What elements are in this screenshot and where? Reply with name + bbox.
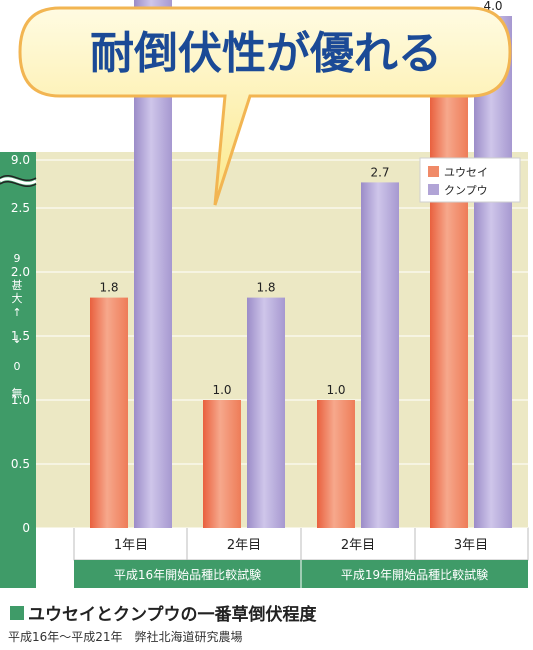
bars — [90, 0, 512, 529]
bar-2 — [474, 16, 512, 528]
bar-2 — [247, 297, 285, 528]
title-bubble: 耐倒伏性が優れる — [18, 6, 512, 206]
bar-1 — [203, 400, 241, 528]
legend-swatch-2 — [428, 184, 439, 195]
bubble-shape — [18, 6, 512, 206]
legend-swatch-1 — [428, 166, 439, 177]
axis-break-white — [0, 177, 37, 185]
y-axis-label-glyph: 0 — [14, 360, 21, 373]
footer-title: ユウセイとクンプウの一番草倒伏程度 — [10, 600, 317, 625]
category-label: 1年目 — [114, 538, 148, 553]
data-label: 1.8 — [256, 281, 275, 295]
data-label: 2.7 — [370, 165, 389, 179]
footer-square-icon — [10, 605, 24, 620]
footer-title-text: ユウセイとクンプウの一番草倒伏程度 — [28, 605, 317, 625]
y-axis-band — [0, 152, 36, 588]
y-tick-label: 0.5 — [11, 457, 30, 471]
legend-label-1: ユウセイ — [444, 166, 488, 179]
y-tick-label: 1.0 — [11, 393, 30, 407]
y-tick-label: 2.0 — [11, 265, 30, 279]
y-axis-label-glyph: 大 — [12, 291, 23, 305]
category-labels: 1年目 2年目 2年目 3年目 — [114, 538, 488, 553]
legend-label-2: クンプウ — [444, 184, 488, 197]
y-axis-label: 9 甚大↑ ↓ 0 無 — [12, 252, 23, 400]
data-label: 1.8 — [99, 281, 118, 295]
y-tick-label: 3.0 — [11, 137, 30, 151]
bar-1 — [430, 54, 468, 529]
y-axis-ticks: 00.51.01.52.02.53.03.54.04.55.09.0 — [11, 9, 30, 535]
y-tick-label: 2.5 — [11, 201, 30, 215]
y-tick-label-break: 9.0 — [11, 153, 30, 167]
y-axis-label-glyph: ↑ — [12, 306, 21, 319]
axis-break-mark — [0, 175, 37, 187]
category-label: 2年目 — [227, 538, 261, 553]
bar-1 — [90, 297, 128, 528]
y-tick-label: 0 — [22, 521, 30, 535]
group-label: 平成16年開始品種比較試験 — [114, 567, 261, 582]
chart-title: 耐倒伏性が優れる — [90, 28, 442, 79]
y-axis-label-glyph: 9 — [14, 252, 21, 265]
chart: 00.51.01.52.02.53.03.54.04.55.09.0 1.81.… — [0, 0, 529, 588]
bar-1 — [317, 400, 355, 528]
y-tick-label: 4.0 — [11, 9, 30, 23]
y-axis-label-glyph: ↓ — [12, 333, 21, 346]
data-label: 1.0 — [326, 383, 345, 397]
group-labels: 平成16年開始品種比較試験 平成19年開始品種比較試験 — [114, 567, 488, 582]
bar-2 — [361, 182, 399, 528]
footer-source: 平成16年～平成21年 弊社北海道研究農場 — [8, 630, 243, 644]
data-label: 1.0 — [212, 383, 231, 397]
y-axis-label-glyph: 無 — [12, 386, 23, 400]
category-label: 2年目 — [341, 538, 375, 553]
group-label: 平成19年開始品種比較試験 — [341, 567, 488, 582]
y-tick-label: 1.5 — [11, 329, 30, 343]
category-label: 3年目 — [454, 538, 488, 553]
legend: ユウセイ クンプウ — [419, 157, 521, 203]
y-axis-label-glyph: 甚 — [12, 279, 23, 292]
